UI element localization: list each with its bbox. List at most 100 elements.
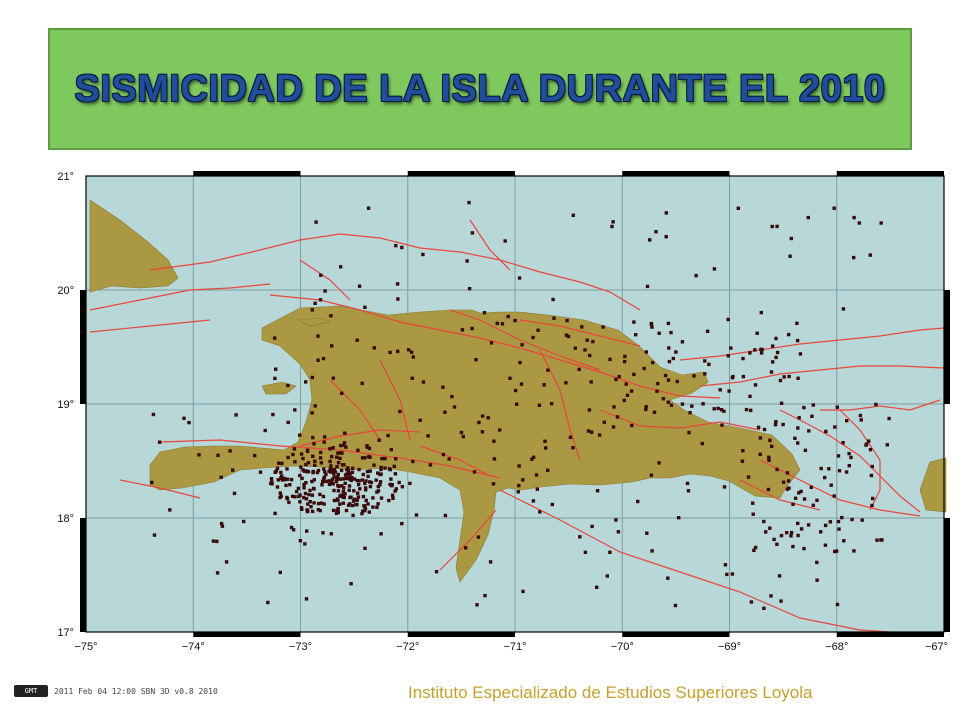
epicenter-marker [667, 359, 672, 364]
epicenter-marker [365, 445, 370, 449]
epicenter-marker [768, 438, 772, 442]
epicenter-marker [300, 476, 304, 481]
epicenter-marker [339, 265, 343, 269]
epicenter-marker [797, 491, 801, 495]
epicenter-marker [664, 235, 668, 239]
epicenter-marker [470, 326, 474, 331]
epicenter-marker [868, 447, 873, 452]
epicenter-marker [871, 496, 875, 501]
epicenter-marker [460, 328, 465, 332]
epicenter-marker [291, 452, 295, 457]
axis-labels: 21° 20° 19° 18° 17°−75° −74° −73° −72° −71° −70° −… [57, 171, 948, 653]
epicenter-marker [625, 393, 630, 397]
epicenter-marker [334, 511, 339, 515]
epicenter-marker [276, 478, 280, 482]
epicenter-marker [182, 416, 186, 420]
epicenter-marker [294, 489, 299, 494]
epicenter-marker [652, 410, 657, 414]
epicenter-marker [377, 438, 381, 442]
epicenter-marker [273, 511, 277, 516]
epicenter-marker [319, 273, 323, 277]
epicenter-marker [352, 489, 356, 493]
epicenter-marker [313, 463, 317, 467]
epicenter-marker [608, 357, 612, 362]
epicenter-marker [793, 436, 797, 440]
epicenter-marker [151, 412, 156, 417]
epicenter-marker [815, 578, 819, 582]
epicenter-marker [868, 253, 872, 257]
epicenter-marker [741, 356, 745, 361]
epicenter-marker [530, 457, 534, 461]
epicenter-marker [611, 220, 615, 224]
epicenter-marker [716, 406, 720, 411]
frame-bar [836, 632, 944, 637]
frame-bar [622, 632, 730, 637]
epicenter-marker [767, 455, 771, 459]
frame-bar [193, 171, 301, 176]
epicenter-marker [366, 502, 370, 506]
frame-bar [80, 290, 86, 404]
epicenter-marker [395, 282, 400, 286]
epicenter-marker [397, 480, 401, 485]
epicenter-marker [874, 402, 878, 407]
epicenter-marker [815, 498, 819, 502]
epicenter-marker [832, 494, 836, 498]
epicenter-marker [270, 480, 274, 484]
epicenter-marker [376, 502, 380, 506]
epicenter-marker [336, 461, 341, 465]
epicenter-marker [720, 423, 724, 427]
epicenter-marker [383, 456, 387, 461]
epicenter-marker [657, 331, 661, 335]
epicenter-marker [341, 477, 346, 481]
epicenter-marker [296, 486, 301, 491]
epicenter-marker [671, 356, 675, 361]
epicenter-marker [332, 475, 336, 479]
epicenter-marker [332, 488, 336, 493]
epicenter-marker [411, 355, 415, 359]
epicenter-marker [379, 472, 383, 476]
epicenter-marker [316, 468, 321, 473]
epicenter-marker [219, 521, 224, 526]
epicenter-marker [301, 456, 305, 461]
epicenter-marker [339, 443, 343, 448]
epicenter-marker [400, 521, 404, 526]
epicenter-marker [322, 502, 326, 506]
epicenter-marker [349, 582, 353, 586]
epicenter-marker [749, 408, 753, 413]
epicenter-marker [642, 366, 646, 371]
epicenter-marker [291, 528, 296, 532]
credit-line: GMT 2011 Feb 04 12:00 SBN 3D v0.8 2010 [14, 685, 218, 697]
epicenter-marker [667, 346, 671, 350]
epicenter-marker [305, 529, 309, 533]
epicenter-marker [311, 486, 316, 491]
fault-line [449, 309, 601, 371]
epicenter-marker [534, 473, 539, 477]
epicenter-marker [787, 479, 791, 483]
epicenter-marker [602, 420, 606, 424]
longitude-label: −67° [925, 641, 948, 653]
epicenter-marker [774, 336, 778, 341]
epicenter-marker [355, 478, 360, 483]
epicenter-marker [327, 482, 332, 487]
epicenter-marker [344, 445, 348, 449]
epicenter-marker [293, 460, 297, 464]
epicenter-marker [368, 469, 372, 473]
epicenter-marker [168, 508, 172, 512]
epicenter-marker [351, 499, 356, 503]
epicenter-marker [751, 512, 755, 516]
epicenter-marker [650, 549, 654, 553]
epicenter-marker [346, 503, 351, 507]
epicenter-marker [338, 502, 342, 506]
epicenter-marker [406, 348, 411, 352]
frame-bar [944, 290, 950, 404]
epicenter-marker [363, 508, 367, 513]
epicenter-marker [358, 487, 362, 491]
epicenter-marker [293, 495, 297, 499]
epicenter-marker [857, 221, 861, 225]
credit-text: 2011 Feb 04 12:00 SBN 3D v0.8 2010 [54, 686, 218, 696]
epicenter-marker [279, 470, 283, 475]
epicenter-marker [342, 441, 347, 445]
epicenter-marker [764, 530, 768, 534]
epicenter-marker [375, 505, 379, 509]
epicenter-marker [617, 374, 621, 379]
